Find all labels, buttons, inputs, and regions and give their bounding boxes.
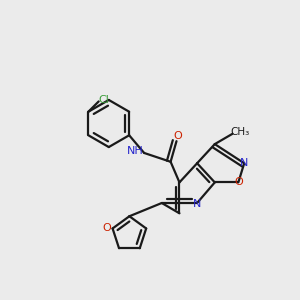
Text: N: N [193,200,201,209]
Text: NH: NH [127,146,144,157]
Text: Cl: Cl [98,95,110,105]
Text: O: O [102,224,111,233]
Text: N: N [240,158,248,168]
Text: O: O [234,177,243,188]
Text: O: O [174,131,182,141]
Text: CH₃: CH₃ [230,127,249,137]
